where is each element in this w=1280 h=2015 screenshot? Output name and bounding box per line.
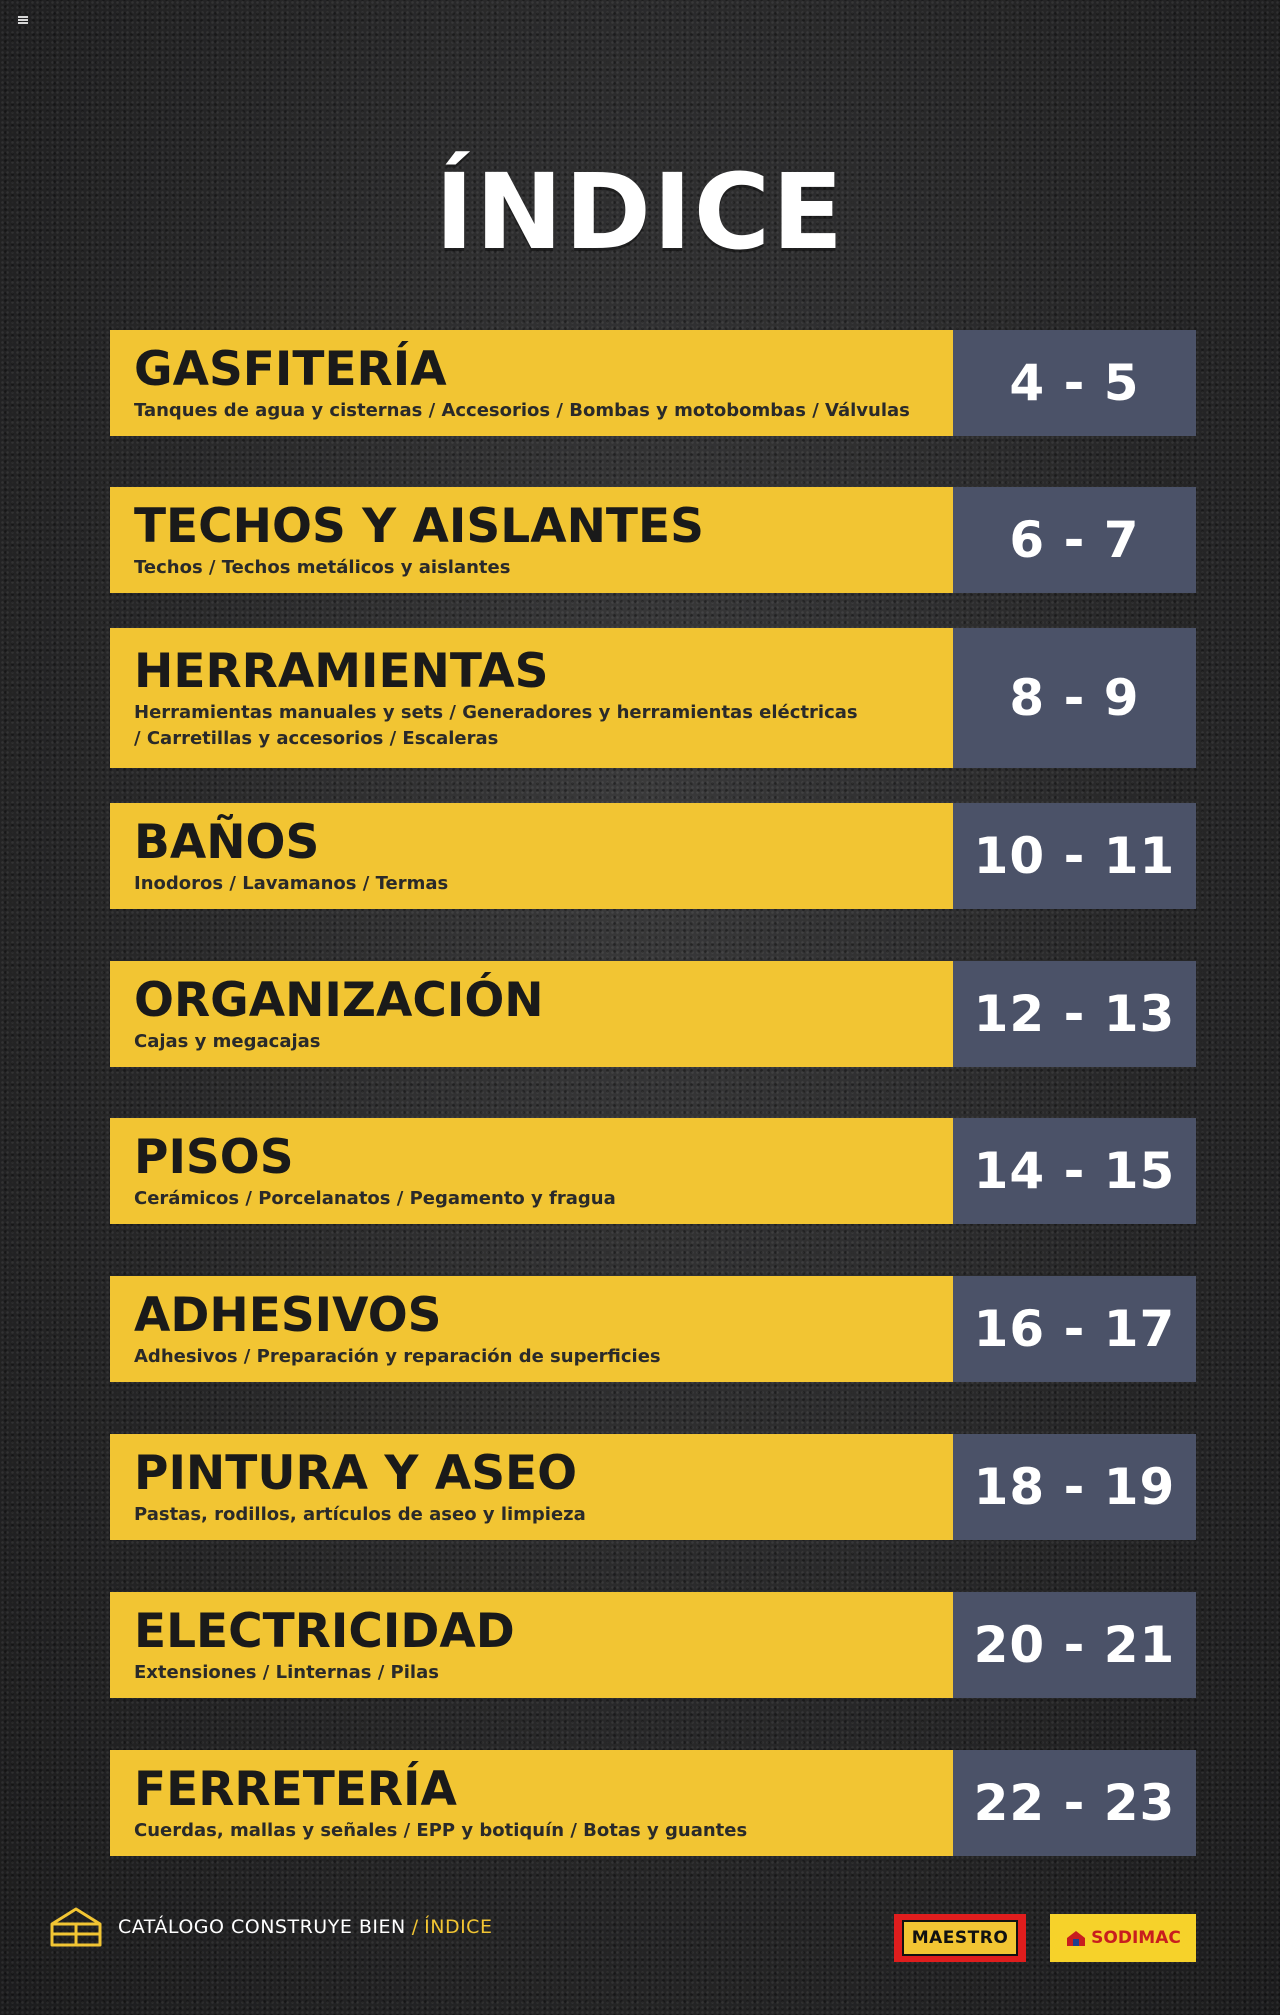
sodimac-logo: SODIMAC bbox=[1050, 1914, 1196, 1962]
page-range: 6 - 7 bbox=[953, 487, 1196, 593]
index-row[interactable]: PINTURA Y ASEO Pastas, rodillos, artícul… bbox=[110, 1434, 1196, 1540]
menu-icon[interactable] bbox=[18, 16, 28, 24]
section-description: Tanques de agua y cisternas / Accesorios… bbox=[134, 400, 910, 422]
breadcrumb-separator: / bbox=[411, 1916, 419, 1938]
page-range: 14 - 15 bbox=[953, 1118, 1196, 1224]
index-row[interactable]: ORGANIZACIÓN Cajas y megacajas 12 - 13 bbox=[110, 961, 1196, 1067]
section-description: Extensiones / Linternas / Pilas bbox=[134, 1662, 439, 1684]
section-box: ADHESIVOS Adhesivos / Preparación y repa… bbox=[110, 1276, 953, 1382]
section-title: BAÑOS bbox=[134, 814, 320, 870]
section-box: TECHOS Y AISLANTES Techos / Techos metál… bbox=[110, 487, 953, 593]
sodimac-logo-text: SODIMAC bbox=[1091, 1928, 1181, 1948]
section-box: GASFITERÍA Tanques de agua y cisternas /… bbox=[110, 330, 953, 436]
section-box: ELECTRICIDAD Extensiones / Linternas / P… bbox=[110, 1592, 953, 1698]
section-description: Pastas, rodillos, artículos de aseo y li… bbox=[134, 1504, 586, 1526]
section-description: Herramientas manuales y sets / Generador… bbox=[134, 702, 858, 749]
page-range: 18 - 19 bbox=[953, 1434, 1196, 1540]
page-range: 22 - 23 bbox=[953, 1750, 1196, 1856]
section-description: Cuerdas, mallas y señales / EPP y botiqu… bbox=[134, 1820, 748, 1842]
footer-breadcrumb: CATÁLOGO CONSTRUYE BIEN / ÍNDICE bbox=[48, 1902, 492, 1952]
index-row[interactable]: GASFITERÍA Tanques de agua y cisternas /… bbox=[110, 330, 1196, 436]
section-title: PISOS bbox=[134, 1129, 294, 1185]
index-row[interactable]: PISOS Cerámicos / Porcelanatos / Pegamen… bbox=[110, 1118, 1196, 1224]
page-range: 20 - 21 bbox=[953, 1592, 1196, 1698]
page-range: 16 - 17 bbox=[953, 1276, 1196, 1382]
section-box: HERRAMIENTAS Herramientas manuales y set… bbox=[110, 628, 953, 768]
index-row[interactable]: ELECTRICIDAD Extensiones / Linternas / P… bbox=[110, 1592, 1196, 1698]
section-description: Adhesivos / Preparación y reparación de … bbox=[134, 1346, 661, 1368]
page-title: ÍNDICE bbox=[434, 151, 846, 273]
section-title: PINTURA Y ASEO bbox=[134, 1445, 578, 1501]
sodimac-house-icon bbox=[1067, 1931, 1086, 1946]
house-outline-icon bbox=[50, 1907, 102, 1947]
section-title: ADHESIVOS bbox=[134, 1287, 442, 1343]
maestro-logo-text: MAESTRO bbox=[901, 1920, 1019, 1956]
section-title: HERRAMIENTAS bbox=[134, 644, 549, 700]
section-description: Techos / Techos metálicos y aislantes bbox=[134, 557, 511, 579]
section-box: BAÑOS Inodoros / Lavamanos / Termas bbox=[110, 803, 953, 909]
section-title: ORGANIZACIÓN bbox=[134, 972, 544, 1028]
section-box: ORGANIZACIÓN Cajas y megacajas bbox=[110, 961, 953, 1067]
section-description: Inodoros / Lavamanos / Termas bbox=[134, 873, 449, 895]
section-description: Cerámicos / Porcelanatos / Pegamento y f… bbox=[134, 1188, 616, 1210]
current-page-label: ÍNDICE bbox=[424, 1916, 493, 1938]
section-box: PISOS Cerámicos / Porcelanatos / Pegamen… bbox=[110, 1118, 953, 1224]
section-box: FERRETERÍA Cuerdas, mallas y señales / E… bbox=[110, 1750, 953, 1856]
section-box: PINTURA Y ASEO Pastas, rodillos, artícul… bbox=[110, 1434, 953, 1540]
index-row[interactable]: HERRAMIENTAS Herramientas manuales y set… bbox=[110, 628, 1196, 768]
page-range: 8 - 9 bbox=[953, 628, 1196, 768]
section-description: Cajas y megacajas bbox=[134, 1031, 321, 1053]
section-title: TECHOS Y AISLANTES bbox=[134, 498, 704, 554]
section-title: GASFITERÍA bbox=[134, 341, 447, 397]
catalog-name: CATÁLOGO CONSTRUYE BIEN bbox=[118, 1916, 406, 1938]
page-range: 4 - 5 bbox=[953, 330, 1196, 436]
index-row[interactable]: TECHOS Y AISLANTES Techos / Techos metál… bbox=[110, 487, 1196, 593]
index-row[interactable]: BAÑOS Inodoros / Lavamanos / Termas 10 -… bbox=[110, 803, 1196, 909]
index-row[interactable]: ADHESIVOS Adhesivos / Preparación y repa… bbox=[110, 1276, 1196, 1382]
section-title: FERRETERÍA bbox=[134, 1761, 457, 1817]
maestro-logo: MAESTRO bbox=[894, 1914, 1026, 1962]
index-row[interactable]: FERRETERÍA Cuerdas, mallas y señales / E… bbox=[110, 1750, 1196, 1856]
page-range: 12 - 13 bbox=[953, 961, 1196, 1067]
section-title: ELECTRICIDAD bbox=[134, 1603, 515, 1659]
page-range: 10 - 11 bbox=[953, 803, 1196, 909]
